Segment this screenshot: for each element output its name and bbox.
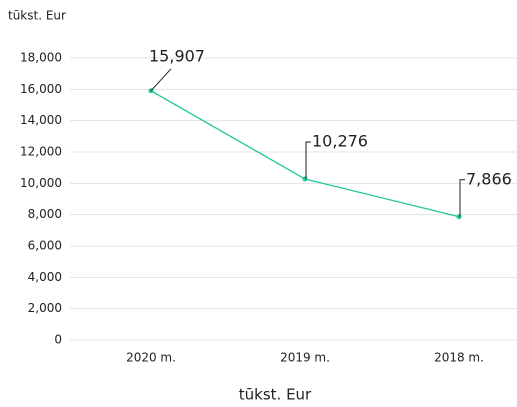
leader-line: [150, 68, 172, 92]
y-tick-label: 8,000: [28, 207, 62, 221]
value-label: 7,866: [466, 169, 512, 188]
y-tick-label: 14,000: [20, 113, 62, 127]
y-tick-label: 2,000: [28, 301, 62, 315]
x-tick-label: 2020 m.: [126, 351, 176, 365]
value-label: 10,276: [312, 132, 368, 151]
y-tick-label: 0: [54, 333, 62, 347]
y-tick-label: 10,000: [20, 176, 62, 190]
x-tick-label: 2019 m.: [280, 351, 330, 365]
y-tick-label: 12,000: [20, 145, 62, 159]
y-tick-label: 6,000: [28, 239, 62, 253]
x-axis-label: tūkst. Eur: [239, 386, 312, 404]
y-tick-label: 4,000: [28, 270, 62, 284]
value-label: 15,907: [149, 46, 205, 65]
x-tick-label: 2018 m.: [434, 351, 484, 365]
line: [150, 90, 460, 218]
y-tick-label: 16,000: [20, 82, 62, 96]
point: [456, 214, 462, 220]
leader-line: [305, 141, 311, 180]
point: [302, 176, 308, 182]
y-axis-label: tūkst. Eur: [8, 9, 66, 23]
y-tick-label: 18,000: [20, 51, 62, 65]
leader-line: [459, 179, 465, 217]
